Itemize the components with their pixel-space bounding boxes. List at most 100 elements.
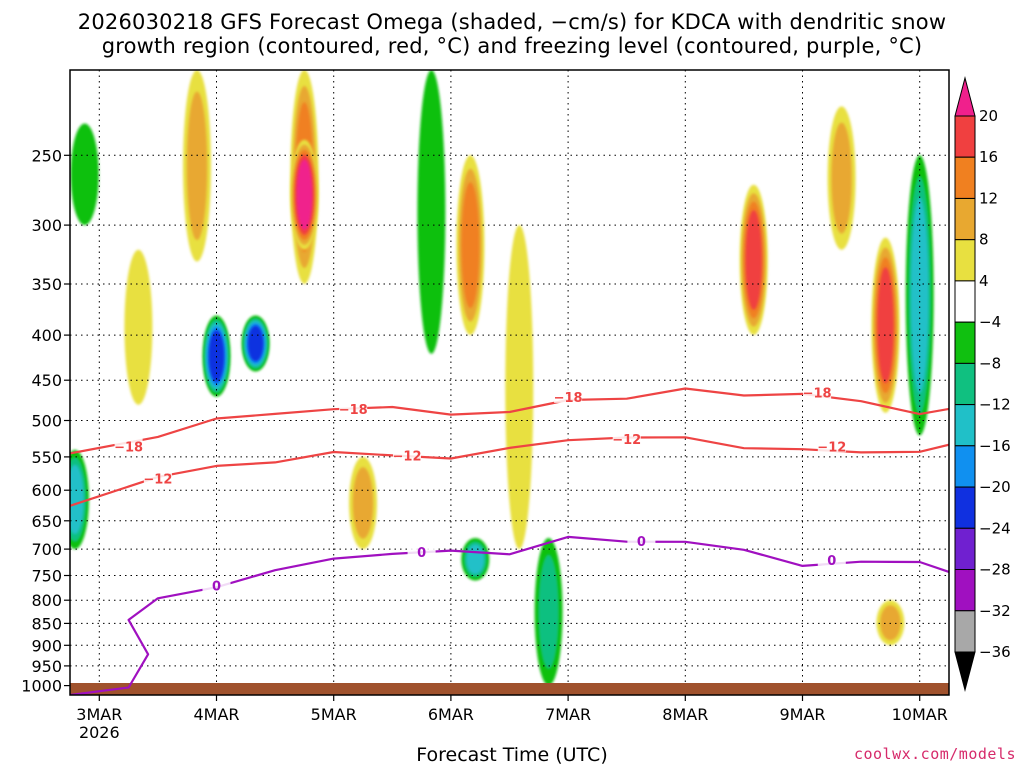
contour-label-0-0: −18 [114, 440, 143, 455]
omega-blob-16-level-3 [877, 267, 894, 384]
y-tick-label-p400: 400 [31, 326, 62, 345]
x-axis-title: Forecast Time (UTC) [416, 744, 608, 766]
y-tick-label-p650: 650 [31, 512, 62, 531]
contour-label-2-0: 0 [212, 580, 221, 595]
contour-label-1-1: −12 [393, 450, 422, 465]
contour-label-0-1: −18 [339, 403, 368, 418]
omega-blob-9-level-0 [417, 70, 446, 354]
x-tick-label-3: 6MAR [428, 705, 474, 724]
colorbar-label-5: −4 [979, 313, 1001, 331]
x-tick-label-5: 8MAR [662, 705, 708, 724]
contour-label-bg-2-0 [202, 577, 231, 592]
contour-layer: −18 −18 −18 −18 −12 −12 −12 −12 0 0 0 0 [70, 384, 949, 695]
omega-blob-11-level-2 [466, 544, 485, 575]
omega-blob-8-level-1 [352, 467, 374, 539]
omega-shading-layer [70, 70, 934, 686]
colorbar-label-4: 4 [979, 272, 989, 290]
y-tick-label-p800: 800 [31, 591, 62, 610]
source-credit: coolwx.com/models [853, 745, 1016, 763]
contour-label-bg-1-1 [393, 447, 421, 462]
y-tick-label-p450: 450 [31, 371, 62, 390]
colorbar-bin-9 [954, 445, 976, 488]
omega-blob-2-level-0 [124, 249, 153, 405]
omega-blob-1-level-0 [70, 123, 99, 226]
omega-blob-15-level-1 [831, 122, 852, 234]
contour-label-0-3: −18 [803, 387, 832, 402]
contour-label-1-0: −12 [143, 473, 172, 488]
x-tick-label-7: 10MAR [892, 705, 948, 724]
y-tick-label-p350: 350 [31, 275, 62, 294]
colorbar-label-12: −32 [979, 602, 1011, 620]
contour-label-bg-2-2 [627, 532, 656, 547]
colorbar-bin-5 [954, 280, 976, 323]
x-tick-sublabel-0: 2026 [79, 723, 120, 742]
y-tick-label-p500: 500 [31, 412, 62, 431]
omega-blob-12-level-0 [505, 225, 534, 550]
colorbar-bin-3 [954, 198, 976, 241]
y-axis: 250 300 350 400 450 500 550 600 650 700 750 800 850 9… [21, 146, 70, 696]
colorbar-top-arrow [954, 76, 976, 117]
contour-label-1-3: −12 [817, 440, 846, 455]
colorbar-bin-8 [954, 404, 976, 447]
colorbar-bin-7 [954, 362, 976, 406]
colorbar-bin-4 [954, 239, 976, 282]
contour-label-bg-2-3 [817, 551, 846, 566]
colorbar-label-2: 12 [979, 190, 998, 208]
contour-label-2-2: 0 [637, 535, 646, 550]
y-tick-label-p1000: 1000 [21, 677, 62, 696]
y-tick-label-p550: 550 [31, 448, 62, 467]
y-tick-label-p300: 300 [31, 216, 62, 235]
terrain-ground [70, 683, 949, 695]
omega-blob-7-level-4 [296, 159, 313, 230]
chart-title-line-1: 2026030218 GFS Forecast Omega (shaded, −… [77, 10, 947, 34]
omega-blob-10-level-2 [461, 182, 480, 309]
x-tick-label-0: 3MAR [76, 705, 122, 724]
colorbar-bin-11 [954, 527, 976, 570]
omega-blob-3-level-1 [186, 91, 208, 240]
colorbar-bin-2 [954, 156, 976, 199]
contour-line-0 [70, 387, 949, 455]
contour-line-2 [70, 535, 949, 695]
x-tick-label-1: 4MAR [193, 705, 239, 724]
colorbar-label-0: 20 [979, 107, 998, 125]
omega-blob-5-level-4 [247, 325, 264, 362]
y-tick-label-p950: 950 [31, 657, 62, 676]
y-tick-label-p600: 600 [31, 481, 62, 500]
colorbar-label-10: −24 [979, 519, 1011, 537]
omega-blob-17-level-2 [910, 197, 929, 394]
y-tick-label-p750: 750 [31, 567, 62, 586]
colorbar-label-7: −12 [979, 396, 1011, 414]
omega-blob-13-level-1 [538, 554, 559, 669]
x-tick-label-6: 9MAR [779, 705, 825, 724]
colorbar-label-9: −20 [979, 478, 1011, 496]
colorbar-label-13: −36 [979, 643, 1011, 661]
contour-label-bg-1-0 [143, 470, 172, 485]
colorbar-bin-12 [954, 569, 976, 612]
colorbar-label-8: −16 [979, 437, 1011, 455]
contour-label-2-1: 0 [417, 546, 426, 561]
omega-blob-0-level-2 [70, 464, 84, 535]
colorbar-bottom-arrow [954, 651, 976, 692]
contour-label-bg-2-1 [407, 543, 436, 558]
contour-label-bg-0-0 [114, 438, 143, 453]
omega-blob-14-level-3 [745, 210, 762, 310]
contour-label-1-2: −12 [612, 433, 641, 448]
omega-blob-18-level-1 [880, 605, 901, 641]
contour-label-bg-0-1 [339, 400, 368, 415]
y-tick-label-p700: 700 [31, 540, 62, 559]
x-tick-label-4: 7MAR [545, 705, 591, 724]
colorbar: 20 16 12 8 4 −4 −8 −12 −16 −20 −24 −28 −32 −36 [954, 76, 1011, 692]
colorbar-bin-6 [954, 321, 976, 364]
chart-title-line-2: growth region (contoured, red, °C) and f… [101, 34, 923, 58]
colorbar-bin-1 [954, 115, 976, 158]
colorbar-label-3: 8 [979, 231, 989, 249]
colorbar-label-11: −28 [979, 561, 1011, 579]
y-tick-label-p850: 850 [31, 614, 62, 633]
x-tick-label-2: 5MAR [311, 705, 357, 724]
colorbar-bin-13 [954, 610, 976, 653]
contour-label-0-2: −18 [554, 391, 583, 406]
grid-layer [70, 70, 949, 695]
y-tick-label-p900: 900 [31, 636, 62, 655]
plot-frame [69, 69, 950, 696]
